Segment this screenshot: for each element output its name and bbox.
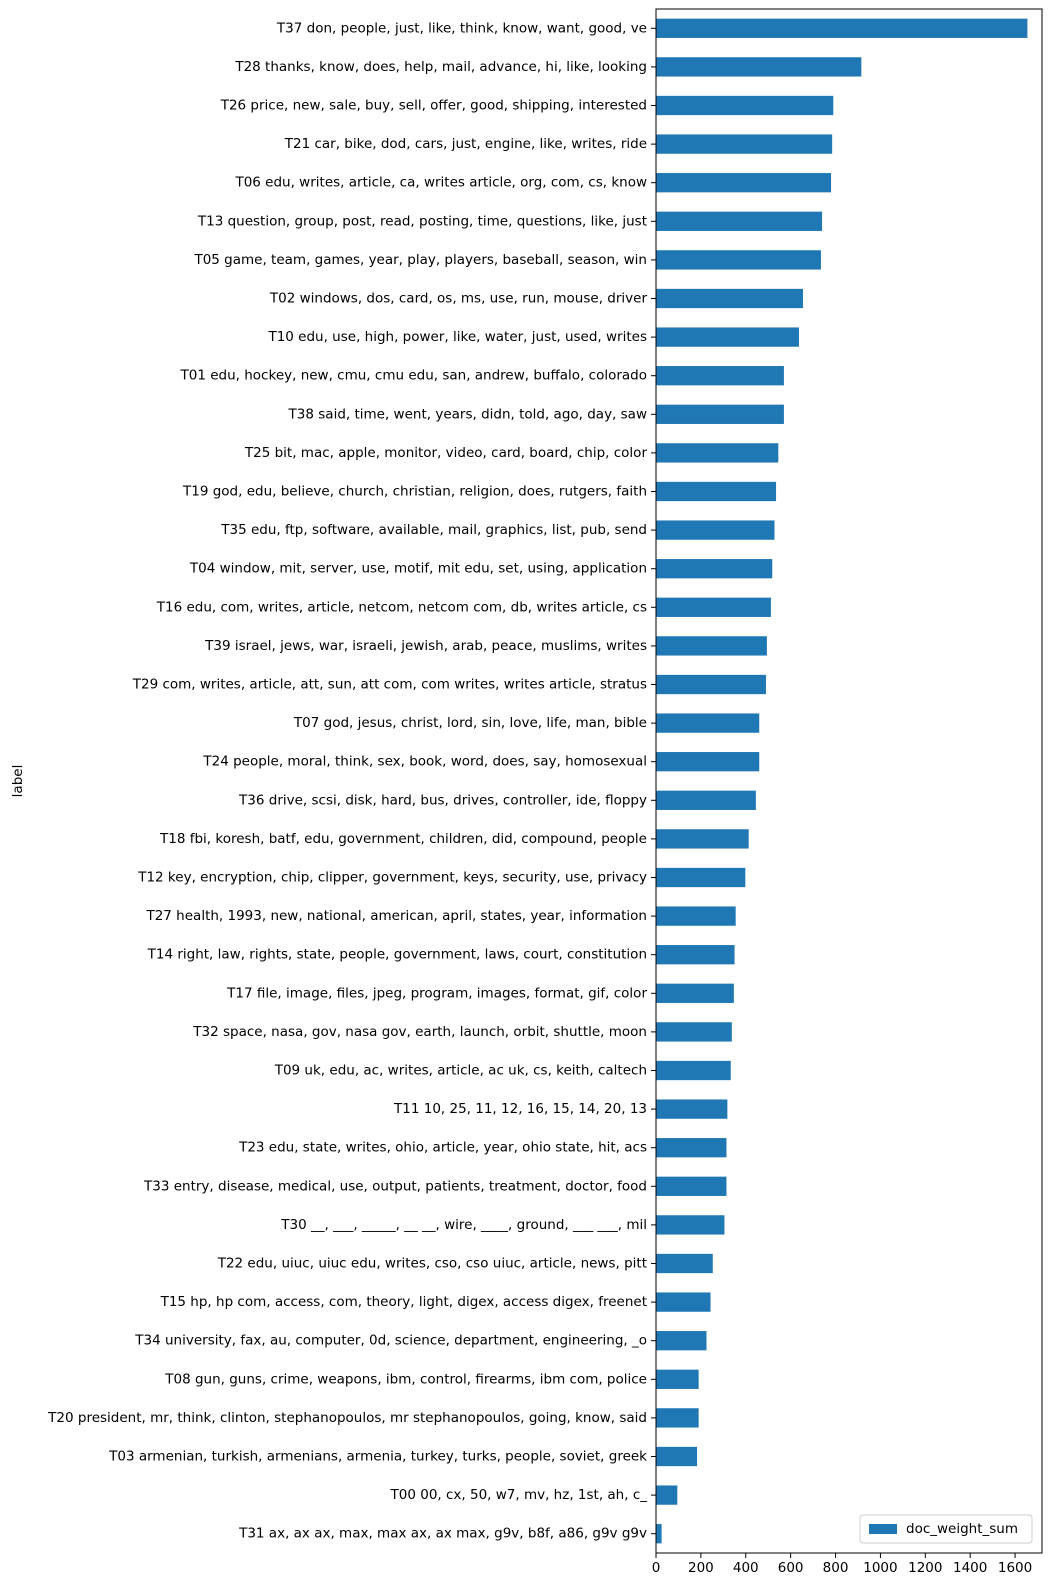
category-label: T09 uk, edu, ac, writes, article, ac uk,…: [274, 1063, 647, 1079]
bar: [656, 1331, 707, 1351]
bar: [656, 752, 760, 772]
bar: [656, 829, 749, 849]
bar: [656, 713, 760, 733]
x-tick-label: 800: [823, 1560, 849, 1576]
bar: [656, 1253, 713, 1274]
bar: [656, 945, 735, 965]
legend-swatch: [869, 1524, 897, 1534]
category-label: T31 ax, ax ax, max, max ax, ax max, g9v,…: [238, 1526, 647, 1542]
bar: [656, 95, 834, 116]
bar: [656, 790, 756, 810]
category-label: T21 car, bike, dod, cars, just, engine, …: [284, 136, 647, 152]
bar: [656, 1022, 732, 1042]
bar: [656, 1408, 699, 1428]
category-label: T07 god, jesus, christ, lord, sin, love,…: [293, 715, 647, 731]
bar: [656, 288, 803, 309]
category-label: T26 price, new, sale, buy, sell, offer, …: [220, 98, 647, 114]
bar: [656, 1215, 725, 1235]
category-label: T36 drive, scsi, disk, hard, bus, drives…: [238, 792, 647, 808]
category-label: T23 edu, state, writes, ohio, article, y…: [238, 1140, 647, 1156]
x-tick-label: 600: [778, 1560, 804, 1576]
category-label: T01 edu, hockey, new, cmu, cmu edu, san,…: [180, 368, 647, 384]
category-label: T16 edu, com, writes, article, netcom, n…: [156, 599, 647, 615]
x-tick-label: 1200: [908, 1560, 942, 1576]
category-label: T20 president, mr, think, clinton, steph…: [47, 1410, 647, 1426]
category-label: T35 edu, ftp, software, available, mail,…: [220, 522, 647, 538]
category-label: T13 question, group, post, read, posting…: [197, 213, 647, 229]
category-label: T03 armenian, turkish, armenians, armeni…: [108, 1449, 647, 1465]
bar: [656, 173, 832, 193]
bar: [656, 443, 779, 463]
category-label: T11 10, 25, 11, 12, 16, 15, 14, 20, 13: [393, 1101, 647, 1117]
category-label: T33 entry, disease, medical, use, output…: [143, 1178, 647, 1194]
bar: [656, 559, 773, 579]
bar: [656, 1060, 731, 1081]
category-label: T19 god, edu, believe, church, christian…: [182, 484, 647, 500]
legend: doc_weight_sum: [859, 1514, 1033, 1544]
category-label: T08 gun, guns, crime, weapons, ibm, cont…: [164, 1371, 647, 1387]
category-labels: T37 don, people, just, like, think, know…: [47, 20, 656, 1542]
bar: [656, 1138, 727, 1158]
category-label: T24 people, moral, think, sex, book, wor…: [202, 754, 647, 770]
x-tick-label: 1600: [998, 1560, 1032, 1576]
category-label: T14 right, law, rights, state, people, g…: [147, 947, 647, 963]
category-label: T15 hp, hp com, access, com, theory, lig…: [160, 1294, 647, 1310]
category-label: T27 health, 1993, new, national, america…: [145, 908, 647, 924]
category-label: T38 said, time, went, years, didn, told,…: [288, 406, 647, 422]
category-label: T39 israel, jews, war, israeli, jewish, …: [204, 638, 647, 654]
category-label: T02 windows, dos, card, os, ms, use, run…: [269, 291, 648, 307]
bar: [656, 404, 784, 424]
category-label: T05 game, team, games, year, play, playe…: [193, 252, 647, 268]
bar: [656, 211, 823, 231]
category-label: T00 00, cx, 50, w7, mv, hz, 1st, ah, c_: [390, 1487, 648, 1503]
bar: [656, 983, 734, 1003]
category-label: T30 __, ___, _____, __ __, wire, ____, g…: [280, 1217, 647, 1233]
x-tick-label: 400: [733, 1560, 759, 1576]
category-label: T17 file, image, files, jpeg, program, i…: [226, 985, 647, 1001]
x-tick-label: 1400: [953, 1560, 987, 1576]
bar: [656, 1524, 662, 1544]
category-label: T10 edu, use, high, power, like, water, …: [267, 329, 647, 345]
bar: [656, 906, 736, 926]
category-label: T18 fbi, koresh, batf, edu, government, …: [159, 831, 647, 847]
bar: [656, 57, 862, 77]
legend-box: [859, 1514, 1033, 1544]
bar: [656, 366, 784, 386]
bar: [656, 597, 771, 617]
category-label: T29 com, writes, article, att, sun, att …: [132, 677, 647, 693]
legend-series-label: doc_weight_sum: [906, 1521, 1018, 1537]
bar: [656, 1176, 727, 1196]
bar: [656, 250, 821, 270]
category-label: T25 bit, mac, apple, monitor, video, car…: [244, 445, 648, 461]
category-label: T28 thanks, know, does, help, mail, adva…: [234, 59, 647, 75]
bar: [656, 867, 746, 888]
x-tick-label: 200: [688, 1560, 714, 1576]
bar: [656, 674, 766, 695]
category-label: T12 key, encryption, chip, clipper, gove…: [137, 870, 647, 886]
x-axis-ticks: 0 200 400 600 800 1000 1200 1400 1600: [652, 1553, 1032, 1576]
bar: [656, 1369, 699, 1389]
bar: [656, 1292, 711, 1312]
bar: [656, 18, 1028, 38]
category-label: T22 edu, uiuc, uiuc edu, writes, cso, cs…: [217, 1256, 647, 1272]
bar: [656, 481, 777, 502]
bar: [656, 1446, 698, 1467]
category-label: T37 don, people, just, like, think, know…: [276, 20, 647, 36]
category-label: T04 window, mit, server, use, motif, mit…: [189, 561, 647, 577]
bar: [656, 520, 775, 540]
bars-group: [656, 18, 1028, 1544]
category-label: T06 edu, writes, article, ca, writes art…: [234, 175, 647, 191]
bar: [656, 1485, 678, 1505]
bar: [656, 134, 833, 154]
category-label: T32 space, nasa, gov, nasa gov, earth, l…: [192, 1024, 647, 1040]
bar: [656, 636, 767, 656]
y-axis-label: label: [10, 765, 26, 798]
bar: [656, 327, 799, 347]
bar: [656, 1099, 728, 1119]
plot-frame: [655, 8, 1043, 1554]
category-label: T34 university, fax, au, computer, 0d, s…: [134, 1333, 647, 1349]
x-tick-label: 1000: [863, 1560, 897, 1576]
x-tick-label: 0: [652, 1560, 661, 1576]
